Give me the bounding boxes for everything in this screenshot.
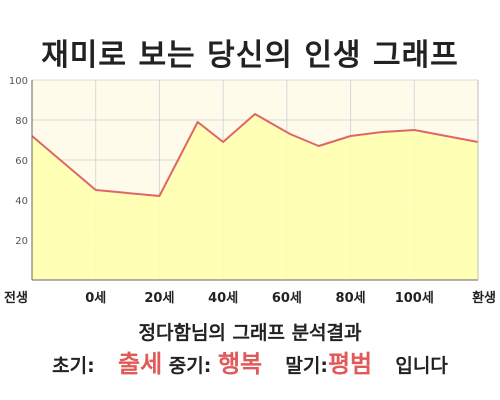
x-tick-label: 환생 [472,290,496,306]
middle-label: 중기: [168,355,212,377]
x-tick-label: 80세 [336,291,366,306]
y-tick-label: 80 [15,116,28,127]
result-title: 정다함님의 그래프 분석결과 [138,322,362,344]
x-tick-labels: 전생 0세 20세 40세 60세 80세 100세 환생 [4,290,496,306]
late-label: 말기: [285,355,328,377]
y-tick-labels: 20 40 60 80 100 [9,76,28,247]
life-area-fill [32,114,478,280]
x-tick-label: 60세 [272,291,302,306]
y-tick-label: 40 [15,196,28,207]
x-tick-label: 40세 [208,291,238,306]
x-tick-label: 0세 [85,291,106,306]
axes [31,80,479,281]
x-tick-label: 전생 [4,290,28,306]
life-series-line [31,113,479,197]
y-tick-label: 60 [15,156,28,167]
early-label: 초기: [52,355,95,377]
result-suffix: 입니다 [395,355,448,377]
late-value: 평범 [327,350,373,378]
early-value: 출세 [117,350,163,378]
x-tick-label: 20세 [144,291,174,306]
page-title: 재미로 보는 당신의 인생 그래프 [41,38,459,73]
result-summary: 초기: 출세 중기: 행복 말기:평범 입니다 [0,344,500,379]
y-tick-label: 100 [9,76,28,87]
y-tick-label: 20 [15,236,28,247]
middle-value: 행복 [217,350,263,378]
x-tick-label: 100세 [395,291,434,306]
